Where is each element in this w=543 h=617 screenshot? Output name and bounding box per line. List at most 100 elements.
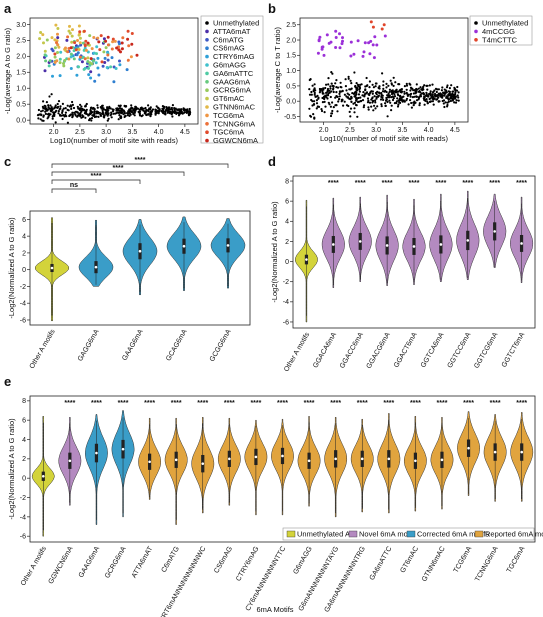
series-TGC6mA <box>53 29 134 64</box>
data-point <box>69 46 73 50</box>
data-point <box>450 84 453 87</box>
data-point <box>310 98 313 102</box>
data-point <box>338 92 341 95</box>
data-point <box>415 90 418 94</box>
data-point <box>140 115 143 118</box>
median-point <box>254 455 258 459</box>
data-point <box>66 121 69 124</box>
data-point <box>388 99 391 102</box>
data-point <box>335 79 338 82</box>
data-point <box>374 101 377 104</box>
median-point <box>520 242 523 245</box>
series-TCG6mA <box>53 32 133 64</box>
data-point <box>446 84 449 87</box>
data-point <box>128 114 131 117</box>
data-point <box>96 106 99 109</box>
data-point <box>358 90 361 93</box>
median-point <box>307 459 311 463</box>
data-point <box>385 82 388 85</box>
data-point <box>378 92 381 95</box>
comparison-label: **** <box>113 165 124 172</box>
data-point <box>95 45 99 49</box>
y-axis-label: -Log(average A to G ratio) <box>3 27 12 114</box>
data-point <box>311 104 314 107</box>
legend-label: GA6mATTC <box>213 69 254 78</box>
data-point <box>132 112 135 116</box>
data-point <box>53 46 57 50</box>
data-point <box>59 50 63 54</box>
data-point <box>322 53 326 57</box>
data-point <box>320 47 324 51</box>
panel-b-scatter: 2.0 2.5 3.0 3.5 4.0 4.5 -0.5 0.0 0.5 1.0 1.5 2.0 2.5… <box>273 17 469 143</box>
data-point <box>90 47 94 51</box>
significance-label: **** <box>437 400 448 407</box>
y-tick-label: 0 <box>22 476 26 483</box>
data-point <box>76 111 79 114</box>
data-point <box>128 112 131 115</box>
data-point <box>120 110 123 113</box>
data-point <box>66 104 69 107</box>
data-point <box>371 99 375 102</box>
data-point <box>77 65 80 69</box>
y-tick-label: 4 <box>285 219 289 226</box>
data-point <box>92 59 95 63</box>
data-point <box>64 107 67 110</box>
y-tick-label: 2.5 <box>16 38 26 45</box>
data-point <box>441 86 444 89</box>
data-point <box>85 102 88 106</box>
data-point <box>390 109 393 112</box>
data-point <box>343 93 346 96</box>
data-point <box>368 86 371 89</box>
data-point <box>365 92 368 95</box>
x-tick-label: GGWCN6mA <box>48 545 75 585</box>
comparison-bracket <box>51 163 229 168</box>
data-point <box>375 97 378 100</box>
y-tick-label: -4 <box>283 299 289 306</box>
data-point <box>419 93 422 97</box>
legend-label: GGWCN6mA <box>213 136 258 145</box>
y-tick-label: 1.0 <box>16 86 26 93</box>
data-point <box>107 107 110 110</box>
data-point <box>98 111 101 114</box>
data-point <box>392 91 395 94</box>
data-point <box>371 25 375 29</box>
data-point <box>161 107 164 110</box>
data-point <box>334 29 338 33</box>
data-point <box>392 76 395 79</box>
data-point <box>425 98 428 101</box>
data-point <box>358 100 361 103</box>
median-point <box>95 451 98 455</box>
data-point <box>69 113 73 116</box>
data-point <box>442 99 446 102</box>
significance-brackets: ns **** **** **** <box>51 157 229 193</box>
data-point <box>90 117 94 120</box>
data-point <box>43 49 47 53</box>
y-tick-label: 3.0 <box>16 22 26 29</box>
data-point <box>131 107 134 110</box>
legend-label: ATTA6mAT <box>213 27 251 36</box>
significance-label: **** <box>462 180 473 187</box>
data-point <box>313 83 316 86</box>
data-point <box>106 35 110 39</box>
data-point <box>367 108 370 111</box>
x-tick-label: Other A motifs <box>283 331 311 373</box>
series-T4mCTTC <box>369 20 386 31</box>
data-point <box>39 31 43 34</box>
data-point <box>151 108 155 111</box>
median-point <box>174 458 178 462</box>
data-point <box>344 85 347 88</box>
data-point <box>440 93 443 96</box>
data-point <box>356 115 359 118</box>
data-point <box>86 56 90 60</box>
data-point <box>355 98 358 101</box>
data-point <box>67 29 71 33</box>
data-point <box>443 91 446 94</box>
data-point <box>170 111 174 115</box>
data-point <box>94 61 98 65</box>
legend-label: Unmethylated <box>213 19 259 28</box>
plot-frame <box>292 175 536 329</box>
data-point <box>373 95 376 98</box>
data-point <box>92 114 95 117</box>
data-point <box>48 95 51 98</box>
